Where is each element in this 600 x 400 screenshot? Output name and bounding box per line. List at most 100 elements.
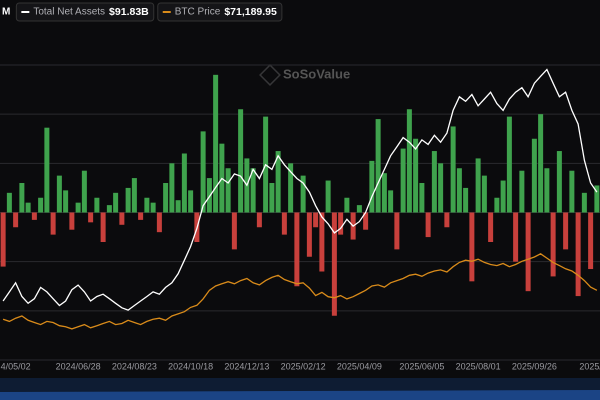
bar [19,183,25,213]
bar [394,212,400,250]
bar [106,205,112,213]
bar [275,151,281,213]
bar [181,153,187,213]
bar [38,197,44,213]
x-tick-label: 2025/08/01 [456,361,501,371]
bar [144,197,150,213]
bar [481,175,487,213]
bar [356,205,362,213]
bar [150,202,156,213]
watermark: SoSoValue [283,66,350,81]
bar [169,163,175,213]
bar [300,175,306,213]
bar [25,202,31,213]
bar [506,116,512,213]
bar [363,212,369,230]
bar [531,138,537,213]
bar [81,170,87,213]
bar [538,114,544,213]
bar [0,212,6,267]
legend-label: M [2,7,10,18]
bar [125,187,131,213]
legend-label: Total Net Assets [33,7,105,18]
bar [13,212,19,228]
bar [488,212,494,242]
legend-item[interactable] [157,2,283,22]
bar [463,187,469,213]
bar [131,178,137,213]
x-tick-label: 2024/10/18 [168,361,213,371]
bar [94,197,100,213]
bar [556,151,562,213]
bar [375,119,381,213]
x-tick-label: 4/05/02 [1,361,31,371]
bar [456,168,462,213]
x-tick-label: 2024/12/13 [224,361,269,371]
x-tick-label: 2025/09/26 [512,361,557,371]
bar [575,212,581,297]
bar [431,151,437,213]
bar [594,185,600,213]
bar [306,212,312,257]
bar [369,160,375,213]
bar [269,183,275,213]
bar [31,212,37,220]
bar [119,212,125,225]
bar [225,168,231,213]
bar [450,126,456,213]
bar [50,212,56,235]
x-tick-label: 2024/08/23 [112,361,157,371]
bar [238,109,244,213]
legend-label: BTC Price [175,7,221,18]
bar [338,212,344,235]
x-tick-label: 2025/02/12 [281,361,326,371]
scroller-area [0,390,600,400]
bar [588,212,594,270]
bar [188,190,194,213]
bar [294,212,300,287]
bar [469,212,475,282]
watermark-logo [259,64,281,86]
legend-item[interactable] [15,2,155,22]
bar [325,180,331,213]
bar [438,163,444,213]
bar [56,175,62,213]
bar [44,127,50,213]
legend-value: $91.83B [109,6,149,18]
bar [69,212,75,230]
bar [406,109,412,213]
legend: M Total Net Assets $91.83B BTC Price $71,189… [2,2,283,22]
x-tick-label: 2024/06/28 [56,361,101,371]
bar [63,190,69,213]
bar [319,212,325,272]
x-tick-label: 2025/04/09 [337,361,382,371]
bar [113,192,119,213]
bar [163,183,169,213]
bar [138,212,144,220]
bar [313,212,319,228]
bar [569,170,575,213]
bar [88,212,94,223]
line [2,253,598,330]
bar [419,183,425,213]
bar [331,212,337,316]
bar [413,138,419,213]
bar [425,212,431,238]
bar [344,197,350,213]
bar [400,148,406,213]
bar [550,212,556,277]
line [2,68,598,311]
bar [250,168,256,213]
bar [213,74,219,213]
bar [256,212,262,228]
bar [200,131,206,213]
bar [175,200,181,213]
bar [6,192,12,213]
bar [388,190,394,213]
bar [500,180,506,213]
bar [563,212,569,250]
legend-value: $71,189.95 [224,6,277,18]
